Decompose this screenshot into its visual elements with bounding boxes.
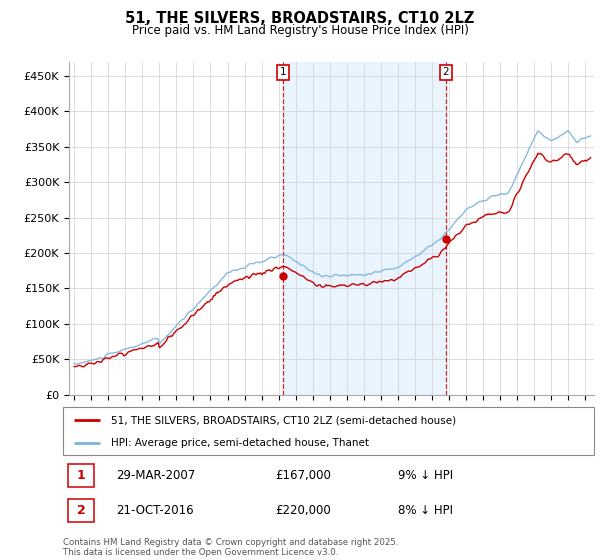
Text: 1: 1	[77, 469, 85, 482]
Text: 21-OCT-2016: 21-OCT-2016	[116, 503, 194, 517]
Text: £167,000: £167,000	[275, 469, 331, 482]
Text: 2: 2	[77, 503, 85, 517]
Text: 8% ↓ HPI: 8% ↓ HPI	[398, 503, 452, 517]
Text: £220,000: £220,000	[275, 503, 331, 517]
Text: 51, THE SILVERS, BROADSTAIRS, CT10 2LZ: 51, THE SILVERS, BROADSTAIRS, CT10 2LZ	[125, 11, 475, 26]
Text: 9% ↓ HPI: 9% ↓ HPI	[398, 469, 452, 482]
Text: 2: 2	[443, 67, 449, 77]
FancyBboxPatch shape	[63, 407, 594, 455]
Text: 29-MAR-2007: 29-MAR-2007	[116, 469, 196, 482]
Text: 51, THE SILVERS, BROADSTAIRS, CT10 2LZ (semi-detached house): 51, THE SILVERS, BROADSTAIRS, CT10 2LZ (…	[111, 416, 456, 426]
Bar	[283, 62, 446, 395]
Text: HPI: Average price, semi-detached house, Thanet: HPI: Average price, semi-detached house,…	[111, 438, 369, 448]
FancyBboxPatch shape	[68, 464, 94, 487]
Text: 1: 1	[280, 67, 286, 77]
Text: Price paid vs. HM Land Registry's House Price Index (HPI): Price paid vs. HM Land Registry's House …	[131, 24, 469, 36]
FancyBboxPatch shape	[68, 498, 94, 522]
Text: Contains HM Land Registry data © Crown copyright and database right 2025.
This d: Contains HM Land Registry data © Crown c…	[63, 538, 398, 557]
